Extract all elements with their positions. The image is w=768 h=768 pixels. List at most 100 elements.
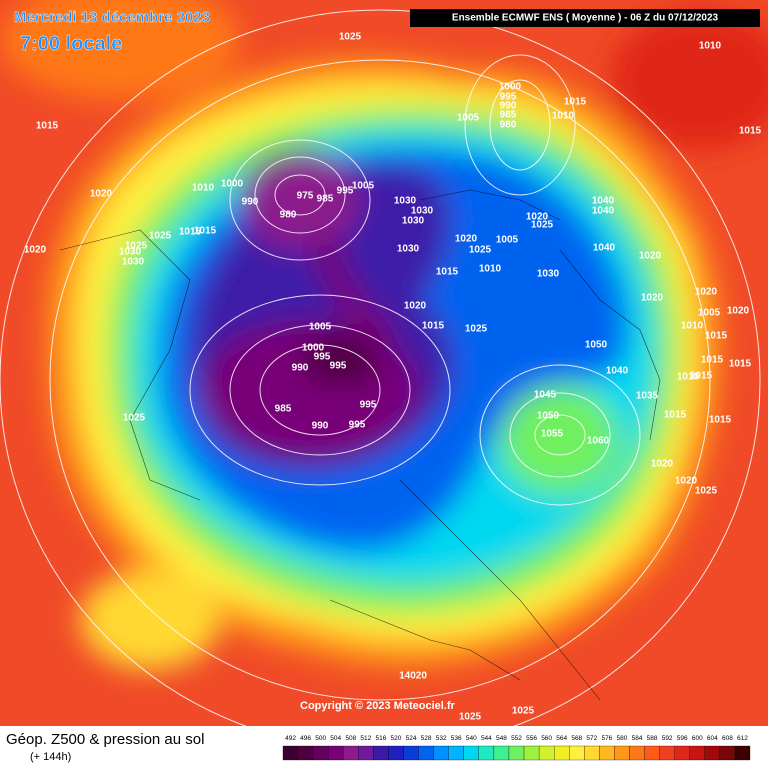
isobar-label: 980 bbox=[280, 210, 297, 221]
legend-label: 604 bbox=[707, 735, 718, 742]
isobar-label: 1040 bbox=[592, 196, 615, 207]
isobar-label: 995 bbox=[314, 352, 331, 363]
isobar-label: 980 bbox=[500, 120, 517, 131]
legend-label: 496 bbox=[300, 735, 311, 742]
isobar-label: 1000 bbox=[499, 82, 522, 93]
legend-swatch bbox=[448, 745, 464, 761]
isobar-label: 1020 bbox=[651, 459, 674, 470]
isobar-label: 1025 bbox=[123, 413, 146, 424]
isobar-label: 1025 bbox=[465, 324, 488, 335]
isobar-label: 1025 bbox=[459, 712, 482, 723]
isobar-label: 1015 bbox=[436, 267, 459, 278]
isobar-label: 990 bbox=[312, 421, 329, 432]
isobar-label: 1005 bbox=[698, 308, 721, 319]
legend-label: 536 bbox=[451, 735, 462, 742]
isobar-label: 985 bbox=[500, 110, 517, 121]
isobar-label: 1025 bbox=[531, 220, 554, 231]
isobar-label: 1010 bbox=[699, 41, 722, 52]
isobar-label: 1030 bbox=[122, 257, 145, 268]
isobar-label: 1055 bbox=[541, 429, 564, 440]
legend-label: 596 bbox=[677, 735, 688, 742]
isobar-label: 1025 bbox=[695, 486, 718, 497]
isobar-label: 1015 bbox=[709, 415, 732, 426]
isobar-label: 990 bbox=[242, 197, 259, 208]
isobar-label: 1015 bbox=[739, 126, 762, 137]
isobar-label: 1040 bbox=[606, 366, 629, 377]
isobars bbox=[0, 9, 761, 726]
isobar-label: 990 bbox=[292, 363, 309, 374]
isobar-label: 1020 bbox=[641, 293, 664, 304]
legend-label: 520 bbox=[391, 735, 402, 742]
footer-lead: (+ 144h) bbox=[30, 751, 71, 763]
legend-label: 600 bbox=[692, 735, 703, 742]
run-info: Ensemble ECMWF ENS ( Moyenne ) - 06 Z du… bbox=[452, 13, 719, 24]
legend-swatch bbox=[689, 745, 705, 761]
legend-swatch bbox=[659, 745, 675, 761]
isobar-label: 1010 bbox=[479, 264, 502, 275]
legend-label: 540 bbox=[466, 735, 477, 742]
isobar-label: 1000 bbox=[302, 343, 325, 354]
isobar-label: 1045 bbox=[534, 390, 557, 401]
legend-label: 564 bbox=[556, 735, 567, 742]
legend-swatch bbox=[297, 745, 314, 761]
legend-label: 524 bbox=[406, 735, 417, 742]
coastlines bbox=[59, 189, 661, 701]
legend-swatch bbox=[569, 745, 585, 761]
legend-label: 576 bbox=[601, 735, 612, 742]
isobar-label: 1030 bbox=[397, 244, 420, 255]
legend-label: 528 bbox=[421, 735, 432, 742]
isobar-label: 1025 bbox=[125, 241, 148, 252]
isobar-label: 995 bbox=[349, 420, 366, 431]
legend-label: 508 bbox=[345, 735, 356, 742]
isobar-label: 1030 bbox=[402, 216, 425, 227]
footer-title: Géop. Z500 & pression au sol bbox=[6, 731, 204, 748]
isobar-label: 990 bbox=[500, 101, 517, 112]
legend-swatch bbox=[478, 745, 495, 761]
isobar-label: 1000 bbox=[221, 179, 244, 190]
isobar-label: 995 bbox=[337, 186, 354, 197]
legend-label: 552 bbox=[511, 735, 522, 742]
isobar-label: 1025 bbox=[339, 32, 362, 43]
isobar-label: 1015 bbox=[701, 355, 724, 366]
isobar-label: 995 bbox=[330, 361, 347, 372]
legend-label: 548 bbox=[496, 735, 507, 742]
isobar-label: 1005 bbox=[352, 181, 375, 192]
legend-label: 512 bbox=[360, 735, 371, 742]
isobar-label: 985 bbox=[275, 404, 292, 415]
legend-swatch bbox=[584, 745, 600, 761]
legend-swatch bbox=[674, 745, 690, 761]
isobar-label: 1010 bbox=[192, 183, 215, 194]
isobar-label: 1030 bbox=[119, 247, 142, 258]
isobar-label: 985 bbox=[317, 194, 334, 205]
isobar-label: 1010 bbox=[552, 111, 575, 122]
legend-label: 572 bbox=[586, 735, 597, 742]
isobar-label: 1020 bbox=[404, 301, 427, 312]
isobar-label: 1030 bbox=[537, 269, 560, 280]
legend-swatch bbox=[358, 745, 374, 761]
legend-label: 580 bbox=[617, 735, 628, 742]
legend-swatch bbox=[704, 745, 721, 761]
isobar-label: 1040 bbox=[593, 243, 616, 254]
isobar-label: 1015 bbox=[690, 371, 713, 382]
isobar-label: 1035 bbox=[636, 391, 659, 402]
legend-label: 532 bbox=[436, 735, 447, 742]
isobar-label: 1015 bbox=[729, 359, 752, 370]
legend-swatch bbox=[719, 745, 736, 761]
legend-swatch bbox=[538, 745, 555, 761]
legend-label: 516 bbox=[375, 735, 386, 742]
legend-swatch bbox=[328, 745, 344, 761]
legend-label: 568 bbox=[571, 735, 582, 742]
legend-swatch bbox=[373, 745, 389, 761]
isobar-label: 1020 bbox=[455, 234, 478, 245]
isobar-label: 1020 bbox=[695, 287, 718, 298]
isobar-label: 1025 bbox=[469, 245, 492, 256]
isobar-label: 1015 bbox=[422, 321, 445, 332]
legend-swatch bbox=[343, 745, 359, 761]
isobar-label: 1020 bbox=[24, 245, 47, 256]
isobar-label: 995 bbox=[360, 400, 377, 411]
legend-label: 612 bbox=[737, 735, 748, 742]
legend-label: 544 bbox=[481, 735, 492, 742]
isobar-label: 1020 bbox=[90, 189, 113, 200]
isobar-label: 14020 bbox=[399, 671, 427, 682]
